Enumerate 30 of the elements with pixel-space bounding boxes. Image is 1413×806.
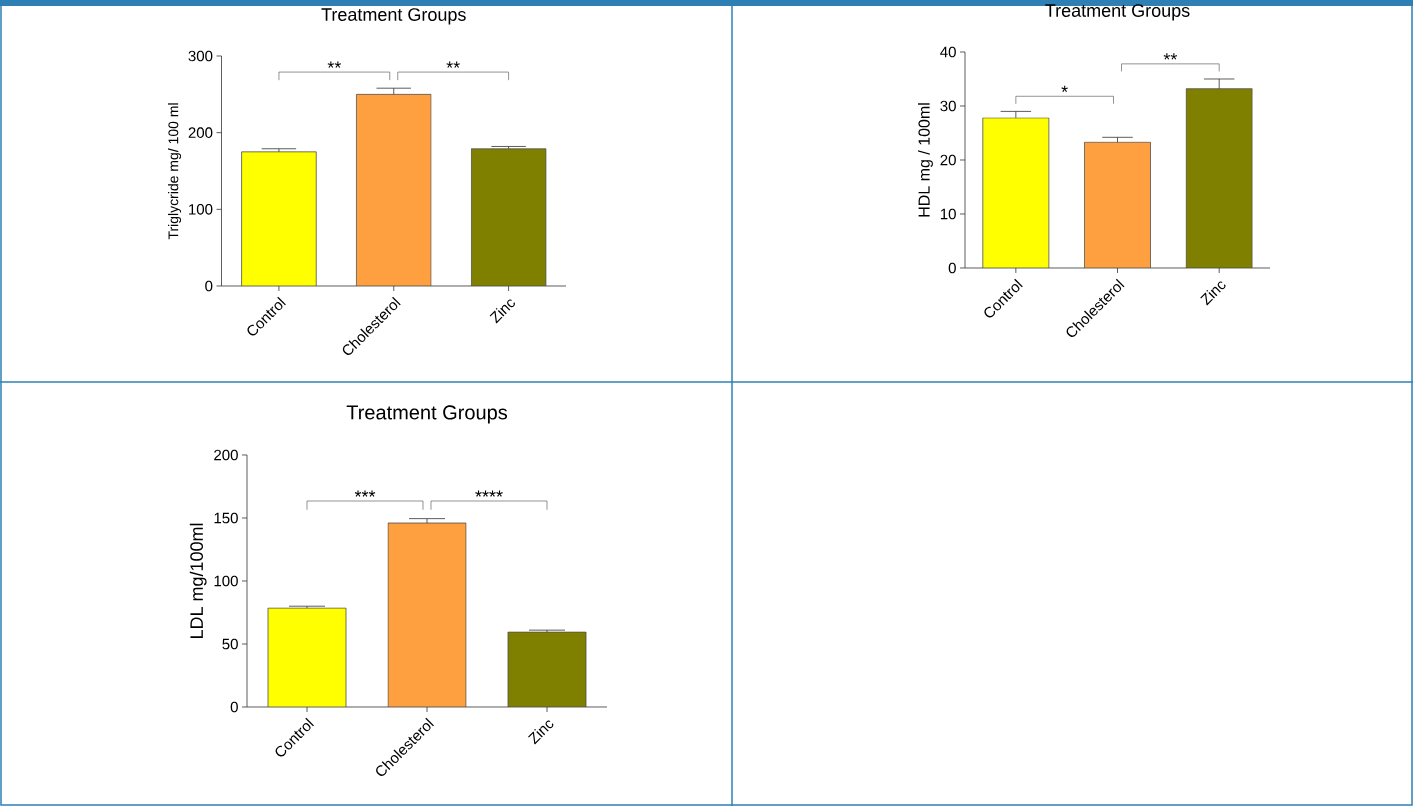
- x-tick-label: Zinc: [528, 720, 554, 745]
- y-tick-label: 10: [940, 208, 956, 220]
- annotation: **: [327, 61, 342, 68]
- annotation: ***: [354, 490, 376, 497]
- annotation: *: [1061, 85, 1068, 92]
- y-tick-label: 0: [948, 262, 956, 274]
- y-tick-label: 0: [205, 280, 213, 292]
- y-axis-title: LDL mg/100ml: [189, 523, 207, 639]
- y-tick-label: 40: [940, 46, 956, 58]
- x-tick-label: Zinc: [489, 299, 515, 324]
- y-axis-title: HDL mg / 100ml: [918, 103, 933, 217]
- annotation: **: [1163, 53, 1178, 60]
- y-tick-label: 30: [940, 100, 956, 112]
- y-tick-label: 300: [188, 50, 213, 62]
- bar: [1084, 141, 1151, 268]
- annotation: **: [446, 61, 460, 68]
- y-tick-label: 20: [940, 154, 956, 166]
- y-tick-label: 100: [214, 575, 238, 587]
- y-tick-label: 200: [214, 449, 238, 461]
- x-tick-label: Zinc: [1200, 281, 1226, 306]
- chart-title: Treatment Groups: [321, 8, 466, 25]
- chart-title: Treatment Groups: [1045, 4, 1190, 21]
- chart-title: Treatment Groups: [346, 405, 508, 424]
- y-tick-label: 100: [189, 204, 213, 215]
- y-axis-title: Triglycride mg/ 100 ml: [168, 103, 182, 240]
- annotation: ****: [475, 490, 503, 497]
- y-tick-label: 200: [188, 127, 213, 138]
- y-tick-label: 150: [214, 512, 238, 524]
- y-tick-label: 0: [230, 701, 238, 713]
- y-tick-label: 50: [222, 638, 238, 650]
